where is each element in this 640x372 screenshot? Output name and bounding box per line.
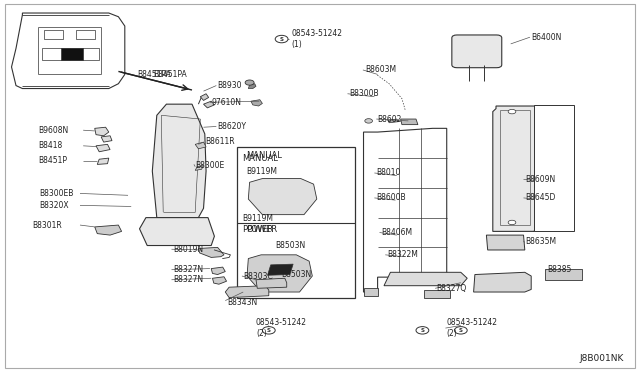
Circle shape — [365, 119, 372, 123]
Polygon shape — [474, 272, 531, 292]
Text: B8645D: B8645D — [525, 193, 555, 202]
Polygon shape — [251, 100, 262, 106]
Text: S: S — [267, 328, 271, 333]
Polygon shape — [212, 277, 227, 284]
Polygon shape — [401, 119, 418, 125]
Text: 08543-51242
(1): 08543-51242 (1) — [291, 29, 342, 49]
Polygon shape — [140, 218, 214, 246]
Text: B8327N: B8327N — [173, 275, 203, 284]
Text: B8620Y: B8620Y — [218, 122, 246, 131]
Polygon shape — [247, 255, 312, 292]
Text: 08543-51242
(2): 08543-51242 (2) — [447, 318, 498, 338]
Polygon shape — [225, 286, 269, 298]
Text: B8301R: B8301R — [32, 221, 61, 230]
Text: 97610N: 97610N — [211, 98, 241, 107]
Text: B8418: B8418 — [38, 141, 63, 150]
Text: B9608N: B9608N — [38, 126, 68, 135]
Polygon shape — [424, 290, 450, 298]
Circle shape — [454, 327, 467, 334]
Text: B8327N: B8327N — [173, 265, 203, 274]
Text: B8635M: B8635M — [525, 237, 556, 246]
Text: B8300B: B8300B — [349, 89, 378, 98]
Polygon shape — [152, 104, 206, 218]
Text: 08543-51242
(2): 08543-51242 (2) — [256, 318, 307, 338]
Text: B8600B: B8600B — [376, 193, 406, 202]
Text: B8503N: B8503N — [282, 270, 312, 279]
Circle shape — [416, 327, 429, 334]
Polygon shape — [248, 179, 317, 215]
Text: S: S — [280, 36, 284, 42]
Text: B8609N: B8609N — [525, 175, 555, 184]
Polygon shape — [204, 101, 214, 108]
Text: B8327Q: B8327Q — [436, 284, 467, 293]
Text: MANUAL: MANUAL — [246, 151, 282, 160]
Polygon shape — [384, 272, 467, 286]
Circle shape — [508, 109, 516, 114]
Text: B8010: B8010 — [376, 169, 401, 177]
Polygon shape — [101, 136, 112, 142]
Polygon shape — [12, 13, 125, 89]
Polygon shape — [200, 94, 209, 100]
Text: B8602: B8602 — [378, 115, 402, 124]
Text: B8019N: B8019N — [173, 245, 203, 254]
Text: B8503N: B8503N — [275, 241, 305, 250]
Text: B8343N: B8343N — [227, 298, 257, 307]
Text: J8B001NK: J8B001NK — [580, 354, 624, 363]
Text: B8385: B8385 — [547, 265, 572, 274]
Circle shape — [262, 327, 275, 334]
Text: B8451P: B8451P — [38, 156, 67, 165]
Polygon shape — [364, 128, 447, 292]
Polygon shape — [44, 30, 63, 39]
Polygon shape — [195, 166, 204, 170]
Polygon shape — [248, 84, 256, 89]
Text: B8322M: B8322M — [387, 250, 418, 259]
Polygon shape — [486, 235, 525, 250]
Text: B8303C: B8303C — [243, 272, 273, 280]
Polygon shape — [493, 106, 538, 231]
Polygon shape — [211, 267, 225, 275]
Polygon shape — [61, 48, 83, 60]
Text: B8930: B8930 — [218, 81, 242, 90]
Polygon shape — [256, 278, 287, 288]
Text: POWER: POWER — [246, 225, 278, 234]
FancyBboxPatch shape — [452, 35, 502, 68]
Polygon shape — [545, 269, 582, 280]
Bar — [237, 147, 355, 298]
Text: MANUAL: MANUAL — [242, 154, 278, 163]
Polygon shape — [42, 48, 99, 60]
Polygon shape — [95, 225, 122, 235]
Text: B8406M: B8406M — [381, 228, 413, 237]
Polygon shape — [268, 264, 293, 275]
Polygon shape — [97, 158, 109, 164]
Circle shape — [245, 80, 254, 85]
Circle shape — [508, 220, 516, 225]
Text: B8451PA: B8451PA — [154, 70, 188, 79]
Circle shape — [275, 35, 288, 43]
Polygon shape — [96, 144, 110, 152]
Bar — [534, 105, 574, 231]
Text: B6400N: B6400N — [531, 33, 561, 42]
Text: S: S — [459, 328, 463, 333]
Text: B9119M: B9119M — [242, 214, 273, 223]
Text: B8300EB: B8300EB — [40, 189, 74, 198]
Polygon shape — [76, 30, 95, 39]
Text: POWER: POWER — [242, 225, 273, 234]
Text: B9119M: B9119M — [246, 167, 277, 176]
Text: B8320X: B8320X — [40, 201, 69, 210]
Polygon shape — [364, 288, 378, 296]
Text: B8611R: B8611R — [205, 137, 234, 146]
Polygon shape — [198, 247, 224, 257]
Polygon shape — [388, 119, 399, 123]
Text: B8603M: B8603M — [365, 65, 396, 74]
Text: B8300E: B8300E — [195, 161, 225, 170]
Text: B8451PA: B8451PA — [138, 70, 172, 79]
Polygon shape — [195, 142, 206, 149]
Polygon shape — [95, 127, 109, 136]
Text: S: S — [420, 328, 424, 333]
